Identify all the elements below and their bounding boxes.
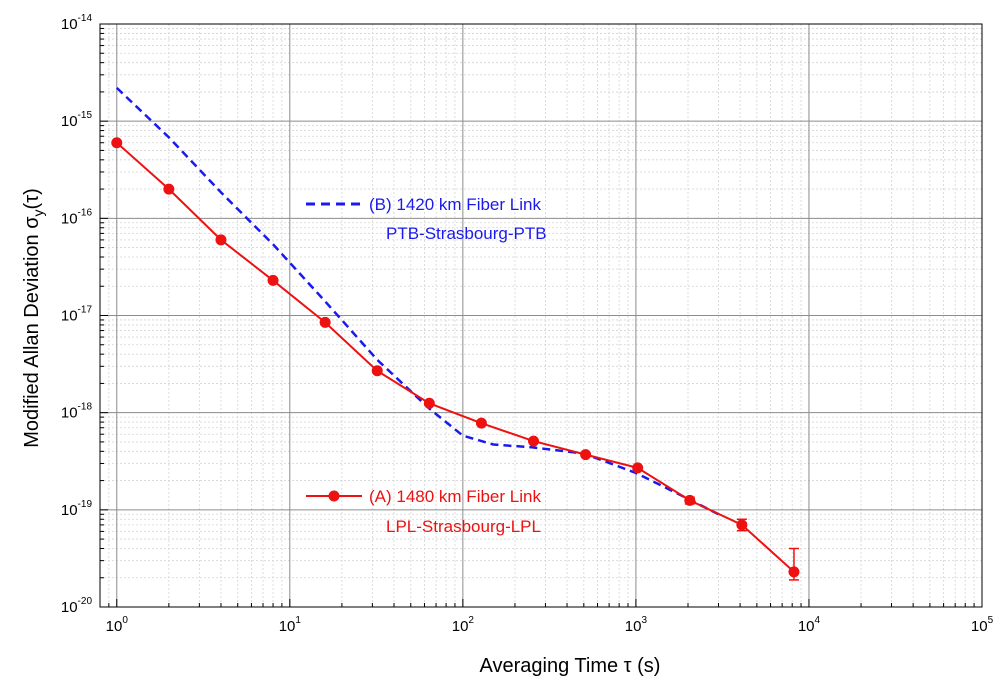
y-tick-base: 10 bbox=[61, 16, 78, 33]
y-tick-label: 10-14 bbox=[61, 13, 93, 33]
series-a-point bbox=[319, 316, 331, 328]
y-axis-title-main: Modified Allan Deviation σ bbox=[21, 216, 43, 448]
y-tick-label: 10-19 bbox=[61, 499, 93, 519]
y-tick-label: 10-15 bbox=[61, 110, 93, 130]
x-axis-title: Averaging Time τ (s) bbox=[480, 655, 661, 677]
x-tick-label: 100 bbox=[106, 615, 129, 635]
y-axis-title-tail: (τ) bbox=[21, 188, 43, 209]
series-a-point bbox=[111, 137, 123, 149]
series-a-point bbox=[632, 462, 644, 474]
x-tick-base: 10 bbox=[106, 618, 123, 635]
y-tick-base: 10 bbox=[61, 113, 78, 130]
y-tick-exp: -15 bbox=[78, 110, 93, 121]
series-a-point bbox=[684, 494, 696, 506]
x-tick-label: 103 bbox=[625, 615, 648, 635]
y-tick-label: 10-20 bbox=[61, 596, 93, 616]
axis-ticks bbox=[99, 23, 983, 608]
x-tick-exp: 4 bbox=[815, 615, 821, 626]
y-tick-exp: -18 bbox=[78, 402, 93, 413]
y-tick-label: 10-17 bbox=[61, 305, 93, 325]
x-tick-exp: 2 bbox=[468, 615, 474, 626]
x-tick-exp: 0 bbox=[122, 615, 128, 626]
series-a-point bbox=[580, 449, 592, 461]
legend-a-subtitle: LPL-Strasbourg-LPL bbox=[386, 517, 541, 536]
x-tick-label: 102 bbox=[452, 615, 475, 635]
legend-series-a: (A) 1480 km Fiber Link LPL-Strasbourg-LP… bbox=[306, 487, 541, 536]
x-tick-label: 101 bbox=[279, 615, 302, 635]
series-b-line bbox=[115, 86, 720, 516]
x-tick-base: 10 bbox=[798, 618, 815, 635]
x-tick-base: 10 bbox=[279, 618, 296, 635]
y-tick-label: 10-18 bbox=[61, 402, 93, 422]
series-a-point bbox=[736, 519, 748, 531]
series-a-point bbox=[267, 274, 279, 286]
series-layer bbox=[111, 86, 800, 581]
x-tick-exp: 1 bbox=[295, 615, 301, 626]
y-tick-base: 10 bbox=[61, 308, 78, 325]
legend-series-b: (B) 1420 km Fiber Link PTB-Strasbourg-PT… bbox=[306, 195, 547, 243]
x-tick-base: 10 bbox=[625, 618, 642, 635]
y-tick-base: 10 bbox=[61, 405, 78, 422]
y-tick-label: 10-16 bbox=[61, 207, 93, 227]
y-tick-base: 10 bbox=[61, 599, 78, 616]
y-tick-base: 10 bbox=[61, 210, 78, 227]
y-tick-exp: -16 bbox=[78, 207, 93, 218]
x-tick-base: 10 bbox=[971, 618, 988, 635]
x-tick-exp: 3 bbox=[641, 615, 647, 626]
x-tick-label: 105 bbox=[971, 615, 994, 635]
y-tick-exp: -19 bbox=[78, 499, 93, 510]
x-tick-labels: 100 101 102 103 104 105 bbox=[106, 615, 994, 635]
series-a-point bbox=[475, 417, 487, 429]
y-axis-title: Modified Allan Deviation σy(τ) bbox=[21, 188, 46, 448]
y-tick-base: 10 bbox=[61, 502, 78, 519]
x-tick-exp: 5 bbox=[988, 615, 994, 626]
y-tick-exp: -14 bbox=[78, 13, 93, 24]
series-a-point bbox=[215, 234, 227, 246]
x-tick-label: 104 bbox=[798, 615, 821, 635]
series-a-point bbox=[163, 183, 175, 195]
legend-a-name: (A) 1480 km Fiber Link bbox=[369, 487, 541, 506]
legend-b-name: (B) 1420 km Fiber Link bbox=[369, 195, 541, 214]
y-axis-title-sub: y bbox=[30, 209, 46, 216]
legend-b-subtitle: PTB-Strasbourg-PTB bbox=[386, 224, 547, 243]
series-a-point bbox=[528, 435, 540, 447]
series-a-point bbox=[788, 566, 800, 578]
legend-a-marker bbox=[328, 490, 340, 502]
series-a-line bbox=[116, 141, 795, 573]
x-tick-base: 10 bbox=[452, 618, 469, 635]
y-tick-exp: -17 bbox=[78, 305, 93, 316]
series-a-point bbox=[371, 365, 383, 377]
series-a-point bbox=[423, 397, 435, 409]
y-tick-exp: -20 bbox=[78, 596, 93, 607]
